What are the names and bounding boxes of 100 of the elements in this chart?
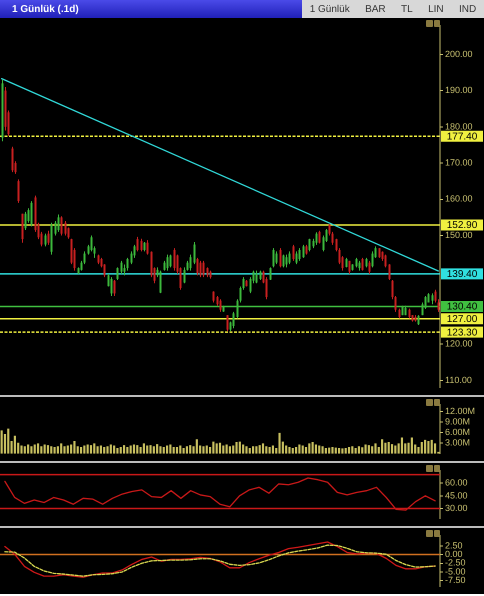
candlestick [318, 230, 320, 244]
bar [324, 448, 327, 454]
ref-line-label: 177.40 [446, 131, 478, 142]
bar [304, 446, 308, 454]
bar [179, 446, 182, 454]
bar [394, 446, 396, 454]
bar [295, 446, 298, 454]
candlestick [378, 248, 380, 258]
bar [103, 446, 106, 454]
bar [434, 443, 436, 454]
bar [344, 448, 347, 454]
bar [176, 446, 178, 454]
bar [80, 446, 82, 454]
bar [46, 445, 50, 454]
bar [358, 446, 360, 454]
bar [424, 440, 426, 454]
candlestick [30, 200, 32, 227]
bar [238, 442, 241, 454]
candlestick [256, 270, 258, 284]
bar [278, 432, 281, 454]
candlestick [194, 241, 196, 265]
y-tick-label: -2.50 [445, 558, 466, 568]
candlestick [306, 244, 308, 256]
bar [30, 446, 33, 454]
y-tick-label: 2.50 [445, 540, 463, 550]
candlestick [296, 250, 298, 265]
candlestick [12, 146, 14, 173]
candlestick [98, 254, 100, 265]
bar [321, 446, 324, 454]
bar [136, 445, 138, 454]
candlestick [24, 211, 26, 231]
candlestick [270, 266, 272, 281]
bar [24, 446, 26, 454]
candlestick [226, 314, 228, 332]
candlestick [346, 257, 348, 268]
bar [222, 446, 224, 454]
y-tick-label: 180.00 [445, 121, 473, 132]
bar [298, 444, 300, 454]
y-tick-label: 150.00 [445, 230, 473, 240]
bar [50, 446, 52, 454]
bar [384, 442, 386, 454]
bar [265, 446, 268, 454]
candlestick [286, 254, 288, 268]
y-tick-label: 170.00 [445, 158, 473, 168]
bar [44, 444, 46, 454]
bar [430, 440, 433, 454]
candlestick [44, 233, 46, 247]
bar [258, 445, 261, 454]
candlestick [170, 254, 172, 268]
bar [113, 446, 116, 454]
bar [248, 448, 251, 454]
candlestick [356, 257, 358, 268]
y-tick-label: 190.00 [445, 85, 473, 96]
candlestick [276, 250, 278, 265]
bar [374, 443, 377, 454]
bar [120, 446, 122, 454]
bar [371, 446, 374, 454]
bar [169, 444, 172, 454]
bar [83, 446, 86, 454]
chart-title: 1 Günlük (.1d) [11, 4, 80, 14]
y-tick-label: 9.00M [445, 416, 470, 426]
candlestick [372, 250, 374, 268]
candlestick [60, 216, 62, 236]
bar [262, 443, 264, 454]
bar [70, 444, 72, 454]
bar [40, 446, 42, 454]
bar [364, 444, 367, 454]
candlestick [292, 244, 294, 262]
bar [149, 445, 152, 454]
bar [328, 448, 330, 454]
candlestick [220, 298, 222, 312]
candlestick [196, 257, 198, 276]
bar [410, 437, 413, 454]
candlestick [288, 250, 290, 265]
bar [156, 444, 158, 454]
y-tick-label: 110.00 [445, 374, 472, 385]
bar [288, 446, 291, 454]
bar [130, 446, 132, 454]
bar [252, 446, 254, 454]
candlestick [48, 230, 50, 246]
bar [351, 446, 354, 454]
candlestick [58, 214, 60, 232]
candlestick [200, 260, 202, 278]
bar [420, 442, 423, 454]
bar [152, 446, 155, 454]
candlestick [160, 270, 162, 294]
bar [235, 442, 238, 454]
candlestick [18, 178, 20, 204]
bar [232, 446, 234, 454]
y-tick-label: 60.00 [445, 478, 468, 488]
bar [132, 444, 136, 454]
bar [66, 446, 69, 454]
candlestick [368, 260, 370, 274]
ref-line-label: 139.40 [446, 269, 478, 280]
candlestick [110, 276, 112, 296]
bar [388, 442, 390, 454]
candlestick [298, 248, 300, 262]
candlestick [190, 254, 192, 272]
bar [110, 444, 112, 454]
bar [93, 443, 96, 454]
